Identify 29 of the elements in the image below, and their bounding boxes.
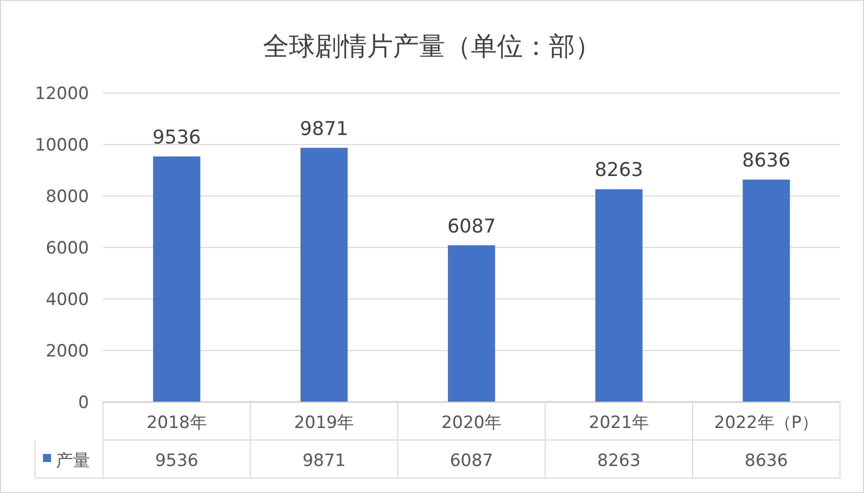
y-tick-label: 8000 [46,187,89,207]
y-tick-label: 6000 [46,238,89,258]
y-tick-label: 0 [78,393,89,413]
x-tick-label: 2021年 [588,413,650,433]
x-tick-label: 2020年 [441,413,502,433]
annotation: 9871 [300,118,348,140]
annotation: 8263 [594,159,644,182]
bar [300,148,348,402]
data-label: 8263 [597,451,641,471]
chart-title: 全球剧情片产量（单位：部） [263,32,601,62]
y-tick-label: 10000 [34,136,89,156]
data-label: 8636 [744,451,788,471]
annotation: 9536 [152,126,201,148]
y-tick-label: 12000 [34,84,89,104]
data-label: 9871 [302,451,346,471]
bar [742,180,790,402]
bar [595,189,642,402]
y-tick-label: 4000 [46,290,89,310]
data-label: 6087 [450,451,494,471]
annotation: 8636 [742,150,790,172]
legend-label: 产量 [56,451,90,471]
data-label: 9536 [155,451,198,471]
annotation: 6087 [447,215,496,238]
x-tick-label: 2022年（P） [714,413,819,433]
x-tick-label: 2018年 [146,413,207,433]
bar [448,245,496,402]
x-tick-label: 2019年 [294,413,354,433]
bar [153,156,200,402]
y-tick-label: 2000 [46,342,89,362]
